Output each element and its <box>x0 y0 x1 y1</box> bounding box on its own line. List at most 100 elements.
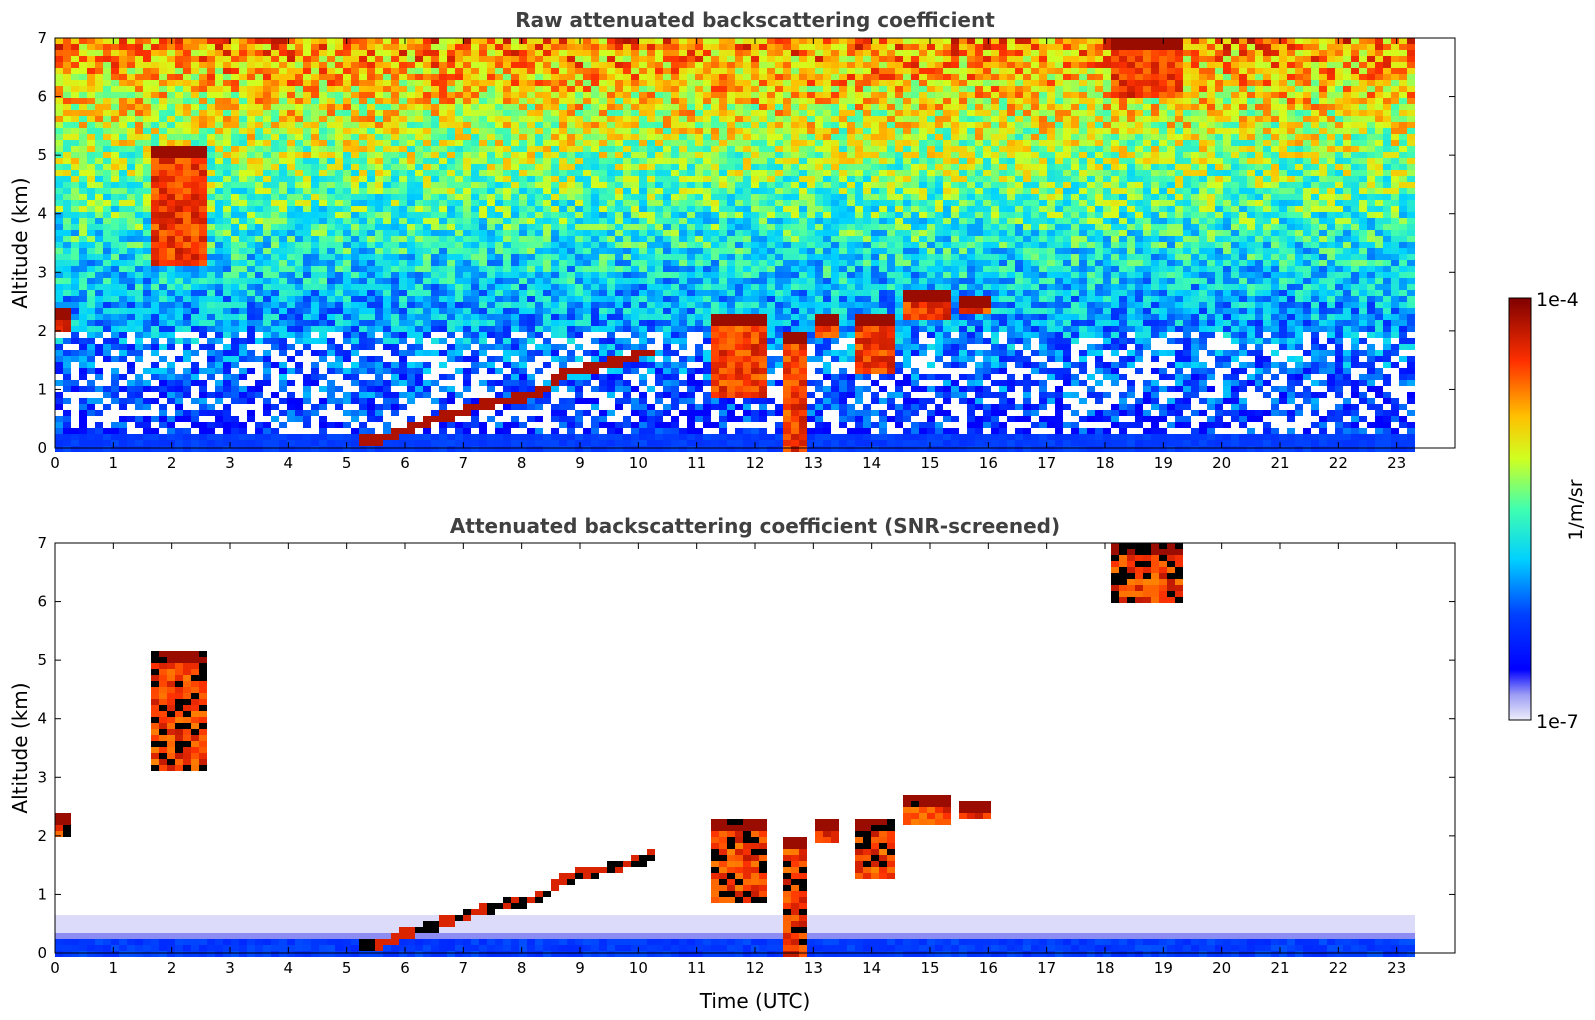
heatmap-cell <box>495 188 503 194</box>
heatmap-cell <box>55 284 63 290</box>
heatmap-cell <box>151 182 159 188</box>
heatmap-cell <box>463 272 471 278</box>
heatmap-cell <box>583 218 591 224</box>
heatmap-cell <box>511 434 519 440</box>
heatmap-cell <box>567 194 575 200</box>
heatmap-cell <box>215 362 223 368</box>
heatmap-cell <box>479 284 487 290</box>
heatmap-cell <box>631 326 639 332</box>
heatmap-cell <box>575 344 583 350</box>
heatmap-cell <box>527 386 535 392</box>
heatmap-cell <box>223 224 231 230</box>
heatmap-cell <box>495 272 503 278</box>
heatmap-cell <box>463 446 471 452</box>
heatmap-cell <box>607 302 615 308</box>
heatmap-cell <box>567 68 575 74</box>
heatmap-cell <box>455 218 463 224</box>
heatmap-cell <box>103 128 111 134</box>
heatmap-cell <box>87 236 95 242</box>
heatmap-cell <box>55 260 63 266</box>
heatmap-cell <box>487 92 495 98</box>
heatmap-cell <box>511 290 519 296</box>
heatmap-cell <box>151 290 159 296</box>
heatmap-cell <box>623 98 631 104</box>
heatmap-cell <box>463 356 471 362</box>
heatmap-cell <box>239 254 247 260</box>
heatmap-cell <box>399 326 407 332</box>
heatmap-cell <box>271 62 279 68</box>
heatmap-cell <box>671 332 679 338</box>
heatmap-cell <box>495 278 503 284</box>
heatmap-cell <box>663 122 671 128</box>
heatmap-cell <box>647 182 655 188</box>
heatmap-cell <box>135 278 143 284</box>
heatmap-cell <box>223 392 231 398</box>
heatmap-cell <box>367 158 375 164</box>
heatmap-cell <box>551 314 559 320</box>
heatmap-cell <box>327 290 335 296</box>
heatmap-cell <box>311 80 319 86</box>
heatmap-cell <box>615 362 623 368</box>
heatmap-cell <box>551 254 559 260</box>
heatmap-cell <box>127 218 135 224</box>
heatmap-cell <box>575 122 583 128</box>
heatmap-cell <box>87 242 95 248</box>
heatmap-cell <box>63 38 71 44</box>
heatmap-cell <box>231 380 239 386</box>
heatmap-cell <box>279 176 287 182</box>
heatmap-cell <box>391 380 399 386</box>
heatmap-cell <box>175 326 183 332</box>
heatmap-cell <box>239 116 247 122</box>
heatmap-cell <box>335 134 343 140</box>
heatmap-cell <box>519 386 527 392</box>
heatmap-cell <box>239 164 247 170</box>
heatmap-cell <box>607 392 615 398</box>
heatmap-cell <box>79 104 87 110</box>
heatmap-cell <box>383 440 391 446</box>
heatmap-cell <box>647 284 655 290</box>
heatmap-cell <box>543 116 551 122</box>
heatmap-cell <box>79 98 87 104</box>
heatmap-cell <box>599 68 607 74</box>
heatmap-cell <box>383 134 391 140</box>
heatmap-cell <box>663 242 671 248</box>
heatmap-cell <box>375 188 383 194</box>
heatmap-cell <box>583 446 591 452</box>
heatmap-cell <box>207 290 215 296</box>
heatmap-cell <box>599 278 607 284</box>
heatmap-cell <box>271 362 279 368</box>
heatmap-cell <box>519 278 527 284</box>
heatmap-cell <box>143 368 151 374</box>
heatmap-cell <box>167 200 175 206</box>
heatmap-cell <box>343 50 351 56</box>
heatmap-cell <box>151 308 159 314</box>
heatmap-cell <box>287 152 295 158</box>
heatmap-cell <box>543 308 551 314</box>
heatmap-cell <box>591 398 599 404</box>
heatmap-cell <box>183 128 191 134</box>
heatmap-cell <box>375 116 383 122</box>
heatmap-cell <box>87 44 95 50</box>
heatmap-cell <box>191 278 199 284</box>
heatmap-cell <box>663 182 671 188</box>
heatmap-cell <box>143 98 151 104</box>
heatmap-cell <box>503 428 511 434</box>
heatmap-cell <box>599 98 607 104</box>
heatmap-cell <box>631 440 639 446</box>
heatmap-cell <box>359 104 367 110</box>
heatmap-cell <box>351 278 359 284</box>
heatmap-cell <box>679 92 687 98</box>
heatmap-cell <box>503 182 511 188</box>
heatmap-cell <box>575 140 583 146</box>
heatmap-cell <box>255 74 263 80</box>
heatmap-cell <box>487 314 495 320</box>
heatmap-cell <box>295 38 303 44</box>
heatmap-cell <box>463 308 471 314</box>
heatmap-cell <box>575 374 583 380</box>
heatmap-cell <box>111 440 119 446</box>
heatmap-cell <box>463 218 471 224</box>
heatmap-cell <box>63 68 71 74</box>
heatmap-cell <box>231 356 239 362</box>
heatmap-cell <box>647 92 655 98</box>
heatmap-cell <box>63 134 71 140</box>
